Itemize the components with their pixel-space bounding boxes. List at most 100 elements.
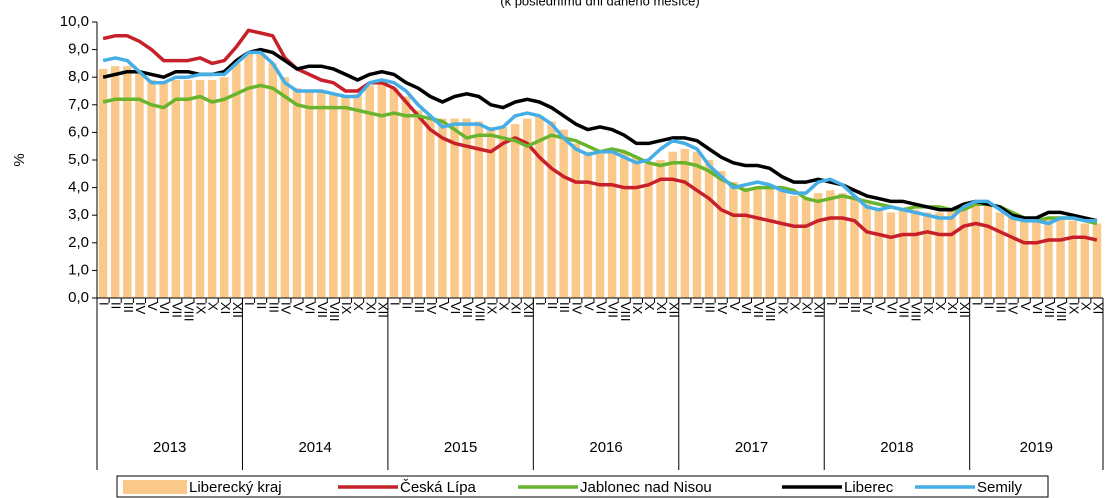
x-tick-label: IV	[569, 302, 584, 315]
x-tick-label: V	[436, 302, 451, 311]
bar	[765, 187, 774, 298]
year-label: 2016	[589, 439, 622, 456]
x-tick-label: X	[1078, 302, 1093, 311]
x-tick-label: XII	[957, 302, 972, 318]
x-tick-label: VII	[169, 302, 184, 318]
x-tick-label: III	[703, 302, 718, 313]
x-tick-label: XII	[521, 302, 536, 318]
bar	[607, 148, 617, 298]
bar	[1080, 223, 1090, 298]
x-tick-label: I	[533, 302, 548, 306]
x-tick-label: VIII	[472, 302, 487, 322]
x-tick-label: VII	[897, 302, 912, 318]
x-tick-label: XII	[812, 302, 827, 318]
x-tick-label: I	[242, 302, 257, 306]
bar	[656, 160, 665, 298]
bar	[619, 151, 629, 298]
bar	[753, 187, 762, 298]
x-tick-label: XI	[509, 302, 524, 314]
x-tick-label: X	[497, 302, 512, 311]
x-tick-label: IV	[133, 302, 148, 315]
x-tick-label: IV	[715, 302, 730, 315]
y-tick-label: 10,0	[60, 13, 89, 30]
year-label: 2018	[880, 439, 913, 456]
x-tick-label: II	[981, 302, 996, 309]
bar	[874, 209, 884, 298]
x-tick-label: V	[291, 302, 306, 311]
x-tick-label: VIII	[909, 302, 924, 322]
legend-swatch	[123, 480, 187, 494]
x-tick-label: VIII	[618, 302, 633, 322]
bar	[316, 91, 326, 298]
bar	[971, 201, 980, 298]
bar	[462, 118, 471, 298]
line-series	[102, 28, 1098, 245]
bar	[947, 209, 956, 298]
bar	[789, 195, 799, 298]
x-tick-label: IX	[630, 302, 645, 315]
x-tick-label: III	[557, 302, 572, 313]
x-tick-label: VI	[1030, 302, 1045, 314]
legend-label: Liberec	[844, 479, 894, 496]
bar	[438, 118, 447, 298]
bar	[838, 193, 847, 298]
y-tick-label: 3,0	[68, 206, 89, 223]
x-tick-label: III	[412, 302, 427, 313]
x-tick-label: IX	[339, 302, 354, 315]
x-tick-label: XI	[1091, 302, 1106, 314]
bar	[353, 93, 362, 298]
bar	[777, 190, 787, 298]
bar	[171, 79, 181, 299]
x-tick-label: III	[266, 302, 281, 313]
x-tick-label: VII	[1042, 302, 1057, 318]
x-tick-label: V	[581, 302, 596, 311]
x-tick-label: VI	[303, 302, 318, 314]
bar	[389, 88, 399, 299]
bar	[935, 212, 944, 298]
x-tick-label: II	[109, 302, 124, 309]
bar	[510, 124, 520, 299]
x-tick-label: IX	[775, 302, 790, 315]
bar	[1044, 217, 1053, 298]
x-tick-label: VIII	[763, 302, 778, 322]
year-label: 2017	[735, 439, 768, 456]
x-tick-label: II	[400, 302, 415, 309]
y-tick-label: 1,0	[68, 261, 89, 278]
x-tick-label: II	[254, 302, 269, 309]
y-tick-label: 7,0	[68, 96, 89, 113]
bar	[159, 82, 168, 298]
y-tick-label: 9,0	[68, 41, 89, 58]
bar	[474, 121, 484, 298]
x-tick-label: IX	[484, 302, 499, 315]
bar	[1056, 217, 1065, 298]
bar	[244, 52, 253, 298]
x-tick-label: V	[872, 302, 887, 311]
x-tick-label: X	[351, 302, 366, 311]
x-tick-label: IV	[278, 302, 293, 315]
year-label: 2013	[153, 439, 186, 456]
x-tick-label: XII	[666, 302, 681, 318]
line-series	[102, 47, 1098, 223]
bar	[329, 93, 338, 298]
bar	[716, 171, 726, 298]
x-tick-label: V	[727, 302, 742, 311]
x-tick-label: III	[848, 302, 863, 313]
bar	[692, 151, 702, 298]
x-tick-label: VI	[448, 302, 463, 314]
x-tick-label: V	[145, 302, 160, 311]
bar	[365, 85, 374, 298]
bar	[1092, 223, 1102, 298]
bar	[1032, 217, 1041, 298]
bar	[704, 160, 714, 298]
bar	[801, 198, 811, 298]
x-tick-label: VI	[884, 302, 899, 314]
bar	[850, 198, 859, 298]
bar	[304, 91, 314, 298]
x-tick-label: VII	[460, 302, 475, 318]
x-tick-label: IX	[921, 302, 936, 315]
x-tick-label: XI	[945, 302, 960, 314]
x-tick-label: V	[1018, 302, 1033, 311]
bar	[207, 79, 217, 299]
line-series	[102, 50, 1097, 226]
